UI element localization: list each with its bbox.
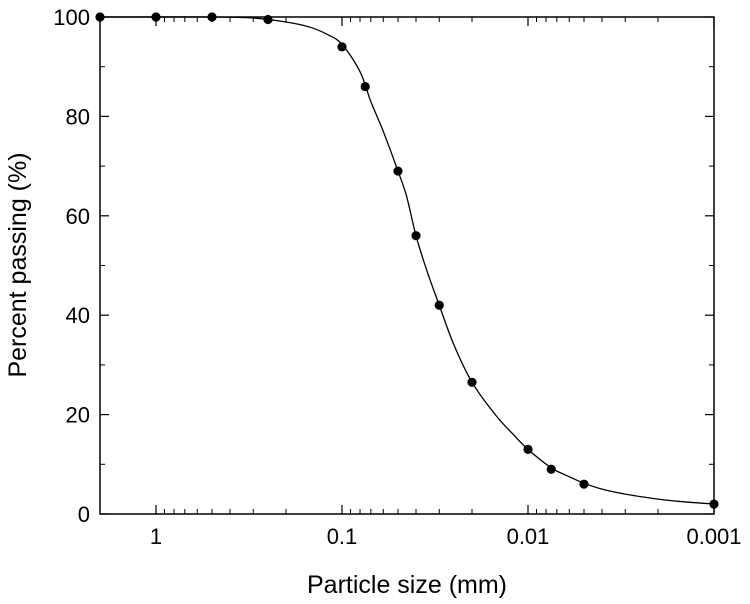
y-axis-ticks [100, 16, 714, 515]
x-axis-tick-labels: 1 0.1 0.01 0.001 [150, 524, 742, 549]
y-tick-label: 80 [66, 104, 90, 129]
x-tick-label: 1 [150, 524, 162, 549]
y-tick-label: 20 [66, 403, 90, 428]
x-tick-label: 0.01 [507, 524, 550, 549]
y-tick-label: 60 [66, 204, 90, 229]
y-tick-label: 40 [66, 303, 90, 328]
data-point [709, 499, 719, 509]
data-point [579, 479, 589, 489]
data-point [207, 12, 217, 22]
data-point [467, 377, 477, 387]
data-point [263, 14, 273, 25]
plot-frame [99, 16, 715, 515]
x-tick-label: 0.1 [327, 524, 358, 549]
data-point [337, 42, 347, 52]
x-tick-label: 0.001 [686, 524, 741, 549]
data-point [360, 81, 370, 92]
data-point [411, 231, 421, 241]
data-point [151, 12, 161, 22]
y-axis-title: Percent passing (%) [4, 152, 32, 377]
data-point [393, 166, 403, 176]
y-tick-label: 0 [78, 502, 90, 527]
fitted-curve [99, 16, 715, 505]
data-point [95, 12, 105, 22]
x-axis-title: Particle size (mm) [307, 571, 507, 599]
y-tick-label: 100 [53, 5, 90, 30]
x-axis-ticks [99, 17, 715, 514]
y-axis-tick-labels: 0 20 40 60 80 100 [53, 5, 90, 527]
data-series [95, 12, 719, 509]
data-point [546, 464, 556, 474]
data-point [523, 444, 533, 454]
data-point [434, 300, 444, 310]
